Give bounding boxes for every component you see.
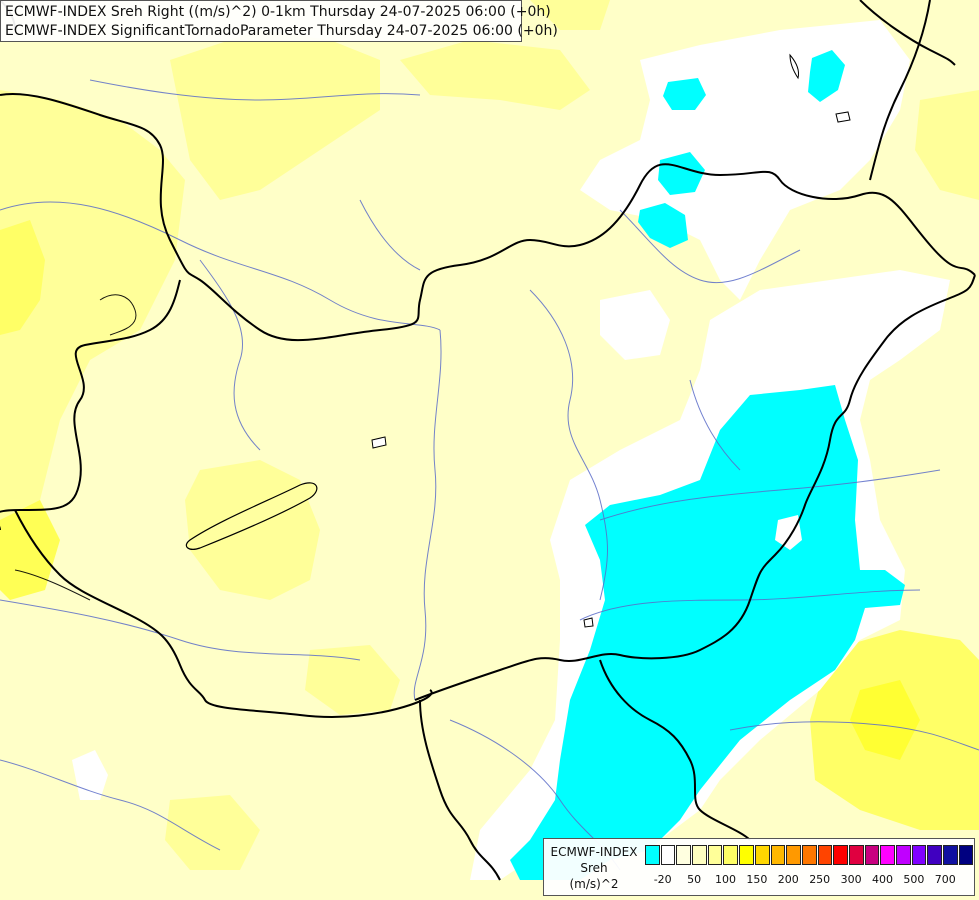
legend-title: ECMWF-INDEX bbox=[550, 845, 638, 859]
cyan-area-north-4 bbox=[638, 203, 688, 248]
title-box: ECMWF-INDEX Sreh Right ((m/s)^2) 0-1km T… bbox=[0, 0, 558, 42]
yellow-area-topcenter bbox=[530, 0, 610, 30]
legend-swatch bbox=[754, 845, 770, 865]
legend-swatch bbox=[943, 845, 958, 865]
legend-tick-label: 400 bbox=[872, 873, 893, 886]
yellow-area-west bbox=[0, 90, 185, 580]
legend-swatch bbox=[786, 845, 801, 865]
legend-tick-label: 300 bbox=[840, 873, 862, 886]
river-10 bbox=[89, 79, 421, 101]
legend-swatch bbox=[880, 845, 895, 865]
slovenia-border bbox=[99, 294, 137, 336]
white-notch bbox=[775, 515, 802, 550]
legend-swatch bbox=[645, 845, 660, 865]
legend-tick-label: 500 bbox=[903, 873, 925, 886]
legend-ticks: -20 50 100 150 200 250 300 400 500 700 bbox=[645, 873, 975, 889]
river-5 bbox=[619, 209, 801, 284]
border-hu-west bbox=[0, 279, 181, 530]
border-north-west bbox=[0, 93, 976, 342]
legend-swatch bbox=[739, 845, 754, 865]
river-6 bbox=[0, 599, 361, 661]
legend-swatch bbox=[676, 845, 692, 865]
legend-tick-label: 100 bbox=[715, 873, 736, 886]
legend-subtitle: Sreh bbox=[580, 861, 608, 875]
legend-swatch bbox=[817, 845, 833, 865]
lake-small-1 bbox=[371, 436, 387, 449]
legend-swatch bbox=[958, 845, 974, 865]
legend-swatch bbox=[833, 845, 848, 865]
river-13 bbox=[359, 199, 421, 271]
river-1 bbox=[0, 201, 441, 331]
legend-tick-label: -20 bbox=[653, 873, 672, 886]
legend-swatch bbox=[707, 845, 723, 865]
legend-tick-label: 150 bbox=[746, 873, 768, 886]
river-8 bbox=[579, 589, 921, 621]
legend-swatch bbox=[770, 845, 786, 865]
legend-swatch bbox=[801, 845, 817, 865]
legend-unit: (m/s)^2 bbox=[569, 877, 619, 891]
legend-swatch bbox=[896, 845, 911, 865]
legend-swatches bbox=[645, 845, 974, 865]
border-east-vertical bbox=[869, 0, 931, 181]
legend-tick-label: 700 bbox=[934, 873, 956, 886]
legend-swatch bbox=[692, 845, 707, 865]
cyan-area-main bbox=[510, 385, 905, 880]
yellow-area-se-strong bbox=[850, 680, 920, 760]
yellow-area-west-strong-2 bbox=[0, 500, 60, 600]
river-2 bbox=[413, 329, 442, 701]
border-romania-north bbox=[859, 0, 956, 66]
cyan-area-north-3 bbox=[658, 152, 705, 195]
river-4 bbox=[529, 289, 608, 601]
lake-balaton bbox=[185, 482, 318, 550]
river-7 bbox=[599, 469, 941, 521]
white-area-hole bbox=[600, 290, 670, 360]
title-line-2: ECMWF-INDEX SignificantTornadoParameter … bbox=[5, 23, 558, 39]
legend-swatch bbox=[864, 845, 880, 865]
legend: ECMWF-INDEX Sreh (m/s)^2 -20 50 100 150 200 2… bbox=[543, 838, 975, 896]
border-croatia bbox=[14, 509, 433, 718]
legend-swatch bbox=[848, 845, 864, 865]
country-borders bbox=[0, 0, 976, 881]
yellow-area-east bbox=[915, 90, 979, 200]
legend-tick-label: 50 bbox=[687, 873, 702, 886]
lake-small-4 bbox=[583, 617, 594, 628]
yellow-area-west-strong bbox=[0, 220, 45, 335]
lake-small-3 bbox=[789, 53, 799, 80]
border-sw-hook bbox=[14, 569, 91, 601]
cyan-area-north-2 bbox=[808, 50, 845, 102]
river-11 bbox=[0, 759, 221, 851]
legend-swatch bbox=[927, 845, 943, 865]
yellow-area-sw bbox=[165, 795, 260, 870]
border-south bbox=[414, 274, 976, 701]
title-line-1: ECMWF-INDEX Sreh Right ((m/s)^2) 0-1km T… bbox=[5, 4, 551, 20]
legend-swatch bbox=[723, 845, 739, 865]
yellow-area-north-2 bbox=[400, 40, 590, 110]
yellow-area-north bbox=[170, 30, 380, 200]
legend-swatch bbox=[660, 845, 676, 865]
river-12 bbox=[729, 721, 979, 751]
legend-tick-label: 200 bbox=[777, 873, 799, 886]
cyan-area-north-1 bbox=[663, 78, 706, 110]
river-14 bbox=[689, 379, 741, 471]
yellow-area-center-2 bbox=[305, 645, 400, 715]
border-south-2 bbox=[419, 699, 501, 881]
legend-swatch bbox=[911, 845, 927, 865]
river-3 bbox=[199, 259, 261, 451]
border-serbia bbox=[599, 659, 751, 841]
region-borders bbox=[14, 294, 137, 601]
lake-small-2 bbox=[835, 111, 851, 123]
legend-tick-label: 250 bbox=[809, 873, 831, 886]
